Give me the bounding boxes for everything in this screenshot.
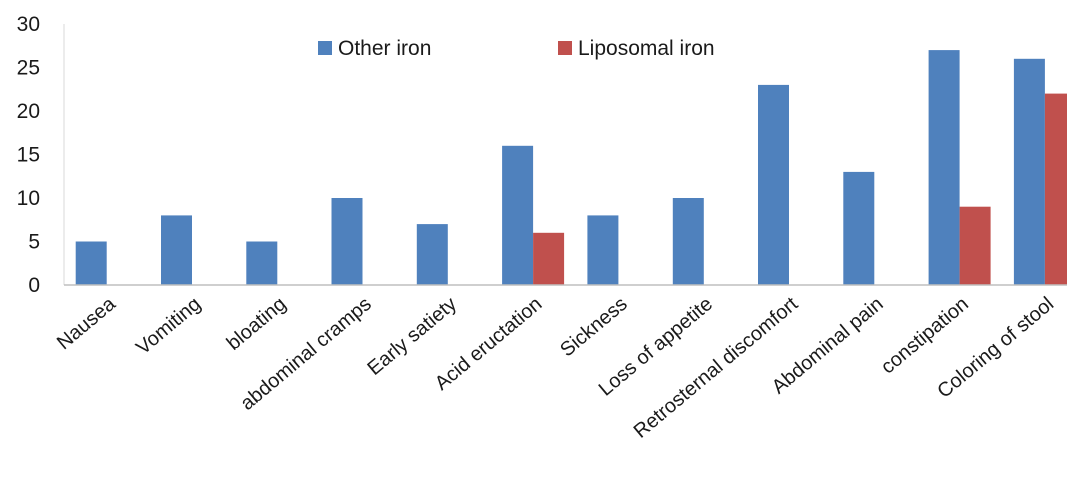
- legend-swatch: [318, 41, 332, 55]
- bar-other-iron: [331, 198, 363, 285]
- y-tick-label: 20: [17, 100, 40, 123]
- category-label: Vomiting: [132, 293, 205, 359]
- bar-other-iron: [416, 224, 448, 285]
- bars: [75, 50, 1067, 286]
- bar-other-iron: [502, 145, 534, 285]
- bar-liposomal-iron: [959, 206, 991, 285]
- bar-liposomal-iron: [533, 232, 565, 285]
- y-tick-label: 10: [17, 187, 40, 210]
- legend-label: Other iron: [338, 37, 431, 60]
- y-tick-label: 25: [17, 57, 40, 80]
- bar-other-iron: [246, 241, 278, 285]
- category-label: Sickness: [556, 293, 631, 361]
- bar-other-iron: [587, 215, 619, 285]
- legend-label: Liposomal iron: [578, 37, 715, 60]
- bar-other-iron: [1013, 58, 1045, 285]
- y-tick-label: 0: [28, 274, 40, 297]
- legend-swatch: [558, 41, 572, 55]
- category-label: Retrosternal discomfort: [630, 293, 803, 443]
- bar-other-iron: [758, 84, 789, 286]
- bar-other-iron: [843, 171, 875, 285]
- y-tick-label: 30: [17, 13, 40, 36]
- y-tick-label: 5: [28, 231, 40, 254]
- bar-other-iron: [75, 241, 107, 285]
- legend: Other iron Liposomal iron: [318, 37, 715, 60]
- bar-liposomal-iron: [1044, 93, 1067, 285]
- category-label: bloating: [223, 293, 291, 355]
- y-tick-label: 15: [17, 144, 40, 167]
- bar-other-iron: [161, 215, 192, 285]
- y-axis: 0 5 10 15 20 25 30: [17, 13, 65, 297]
- bar-other-iron: [672, 198, 704, 285]
- category-label: Nausea: [53, 292, 121, 354]
- bar-other-iron: [928, 50, 960, 285]
